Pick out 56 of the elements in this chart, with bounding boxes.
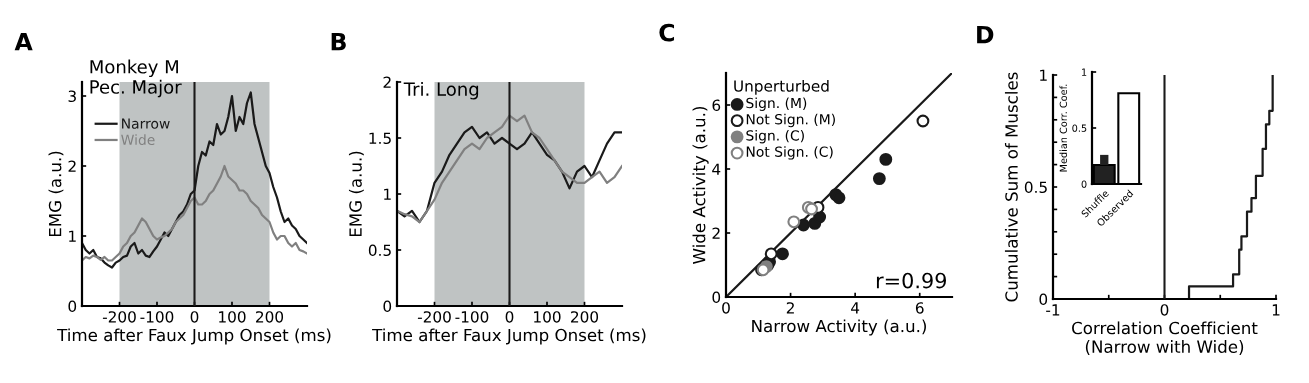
legend-label: Sign. (M): [746, 97, 807, 111]
x-axis-title: Time after Faux Jump Onset (ms): [57, 328, 331, 345]
x-tick-label: 0: [190, 311, 199, 323]
y-tick-label: 0.5: [1072, 124, 1087, 132]
x-tick-label: 1: [1272, 304, 1280, 316]
y-axis-title: Cumulative Sum of Muscles: [1004, 72, 1018, 302]
text: C: [659, 23, 675, 42]
x-tick-label: 2: [786, 302, 794, 314]
x-tick-label: 100: [219, 311, 246, 323]
annotation: r=0.99: [876, 272, 947, 289]
x-tick-label: 0: [722, 302, 730, 314]
x-axis-title: Narrow Activity (a.u.): [752, 319, 926, 336]
y-tick-label: 1: [1040, 69, 1047, 81]
chart-title: Tri. Long: [403, 82, 479, 100]
chart-title: Monkey M Pec. Major: [90, 59, 182, 98]
x-tick-label: -200: [102, 311, 136, 323]
y-tick-label: 2: [68, 160, 76, 172]
legend-label: Not Sign. (C): [746, 146, 833, 160]
y-tick-label: 6: [712, 99, 721, 112]
text: D: [977, 26, 994, 44]
legend-label: Not Sign. (M): [746, 113, 835, 128]
text: B: [331, 33, 346, 51]
y-tick-label: 2: [383, 76, 391, 88]
y-tick-label: 0: [1039, 293, 1048, 306]
y-tick-label: 1: [69, 230, 76, 242]
x-tick-label: -1: [1046, 304, 1060, 316]
y-tick-label: 1: [1082, 68, 1087, 76]
x-axis-title: Time after Faux Jump Onset (ms): [372, 328, 646, 345]
legend-label: Narrow: [122, 118, 170, 129]
y-tick-label: 4: [712, 163, 721, 175]
x-axis-title: Correlation Coefficient (Narrow with Wide): [1072, 321, 1258, 355]
y-tick-label: 0: [712, 291, 721, 304]
x-tick-label: 6: [915, 302, 924, 314]
x-tick-label: 200: [571, 311, 599, 323]
y-axis-title: Median Corr. Coef.: [1059, 84, 1068, 172]
x-tick-label: -100: [455, 311, 489, 323]
x-tick-label: 100: [534, 311, 561, 323]
y-axis-title: EMG (a.u.): [348, 151, 364, 237]
y-tick-label: 0.5: [1024, 181, 1047, 194]
y-tick-label: 0: [1081, 180, 1087, 188]
y-tick-label: 0.5: [368, 244, 391, 257]
y-tick-label: 2: [712, 227, 720, 239]
y-tick-label: 3: [68, 90, 76, 103]
text: A: [14, 33, 33, 51]
x-tick-label: 0: [1160, 304, 1169, 316]
x-tick-label: -200: [417, 311, 451, 323]
legend-label: Wide: [121, 134, 155, 146]
y-tick-label: 1.5: [369, 132, 391, 145]
x-tick-label: 200: [256, 311, 284, 323]
legend-label: Sign. (C): [746, 129, 804, 144]
y-axis-title: Wide Activity (a.u.): [692, 107, 709, 264]
y-axis-title: EMG (a.u.): [48, 151, 64, 237]
x-tick-label: 0: [505, 311, 514, 323]
legend-title: Unperturbed: [734, 79, 829, 95]
x-tick-label: 4: [851, 302, 860, 314]
x-tick-label: -100: [140, 311, 174, 323]
